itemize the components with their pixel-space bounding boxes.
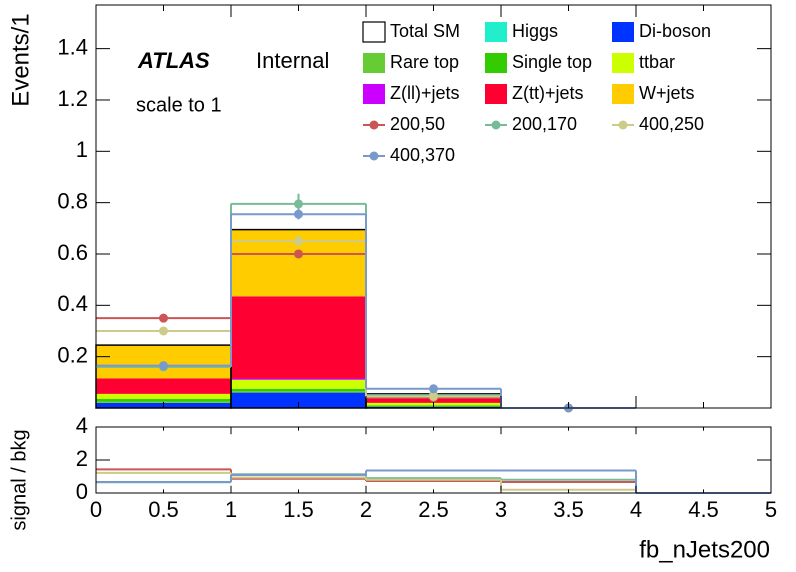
legend-swatch: [612, 22, 634, 42]
x-tick-label: 2.5: [418, 497, 449, 522]
signal-marker: [294, 249, 303, 259]
signal-marker: [294, 236, 303, 246]
legend-label: 200,170: [512, 114, 577, 134]
x-tick-label: 0: [90, 497, 102, 522]
x-tick-label: 5: [765, 497, 777, 522]
signal-marker: [159, 313, 168, 323]
stack-segment: [96, 393, 231, 400]
legend-swatch: [485, 84, 507, 104]
legend-swatch: [363, 53, 385, 73]
stack-segment: [231, 296, 366, 379]
signal-marker: [159, 361, 168, 371]
stack-segment: [96, 378, 231, 394]
y-tick-label: 1.4: [57, 34, 88, 59]
legend-marker: [369, 120, 379, 130]
stack-segment: [96, 399, 231, 402]
legend-swatch: [612, 84, 634, 104]
legend-label: ttbar: [639, 52, 675, 72]
legend-marker: [618, 120, 628, 130]
legend-label: 400,370: [390, 145, 455, 165]
signal-marker: [159, 326, 168, 336]
legend-label: Rare top: [390, 52, 459, 72]
y-tick-label: 1.2: [57, 86, 88, 111]
y-tick-label: 4: [76, 413, 88, 438]
y-tick-label: 1: [76, 137, 88, 162]
legend-label: Di-boson: [639, 21, 711, 41]
x-axis-label: fb_nJets200: [639, 536, 770, 563]
legend-swatch: [363, 84, 385, 104]
x-tick-label: 3: [495, 497, 507, 522]
legend-label: 200,50: [390, 114, 445, 134]
x-tick-label: 1.5: [283, 497, 314, 522]
note: scale to 1: [136, 94, 222, 116]
x-tick-label: 2: [360, 497, 372, 522]
legend-marker: [369, 151, 379, 161]
stack-segment: [231, 379, 366, 389]
stack-segment: [231, 391, 366, 393]
signal-marker: [429, 391, 438, 401]
stack-segment: [231, 378, 366, 380]
x-tick-label: 3.5: [553, 497, 584, 522]
legend-label: Z(tt)+jets: [512, 83, 584, 103]
experiment-label: ATLAS: [137, 48, 210, 73]
stack-segment: [231, 388, 366, 392]
legend-label: Higgs: [512, 21, 558, 41]
y-tick-label: 0.6: [57, 240, 88, 265]
x-tick-label: 1: [225, 497, 237, 522]
y-tick-label: 2: [76, 446, 88, 471]
signal-marker: [429, 384, 438, 394]
y-tick-label: 0.4: [57, 291, 88, 316]
legend-marker: [491, 120, 501, 130]
status-label: Internal: [256, 48, 329, 73]
legend-label: Single top: [512, 52, 592, 72]
y-tick-label: 0: [76, 479, 88, 504]
x-tick-label: 4: [630, 497, 642, 522]
stack-segment: [231, 392, 366, 408]
x-tick-label: 4.5: [688, 497, 719, 522]
legend-label: Z(ll)+jets: [390, 83, 460, 103]
legend-label: W+jets: [639, 83, 695, 103]
y-axis-label: Events/1: [7, 13, 34, 106]
legend-label: 400,250: [639, 114, 704, 134]
y-tick-label: 0.8: [57, 188, 88, 213]
legend-swatch: [612, 53, 634, 73]
y-tick-label: 0.2: [57, 342, 88, 367]
x-tick-label: 0.5: [148, 497, 179, 522]
legend-swatch: [485, 22, 507, 42]
ratio-y-axis-label: signal / bkg: [8, 429, 30, 530]
legend-swatch: [485, 53, 507, 73]
signal-marker: [294, 199, 303, 209]
legend-swatch: [362, 21, 386, 43]
signal-marker: [294, 209, 303, 219]
legend-label: Total SM: [390, 21, 460, 41]
